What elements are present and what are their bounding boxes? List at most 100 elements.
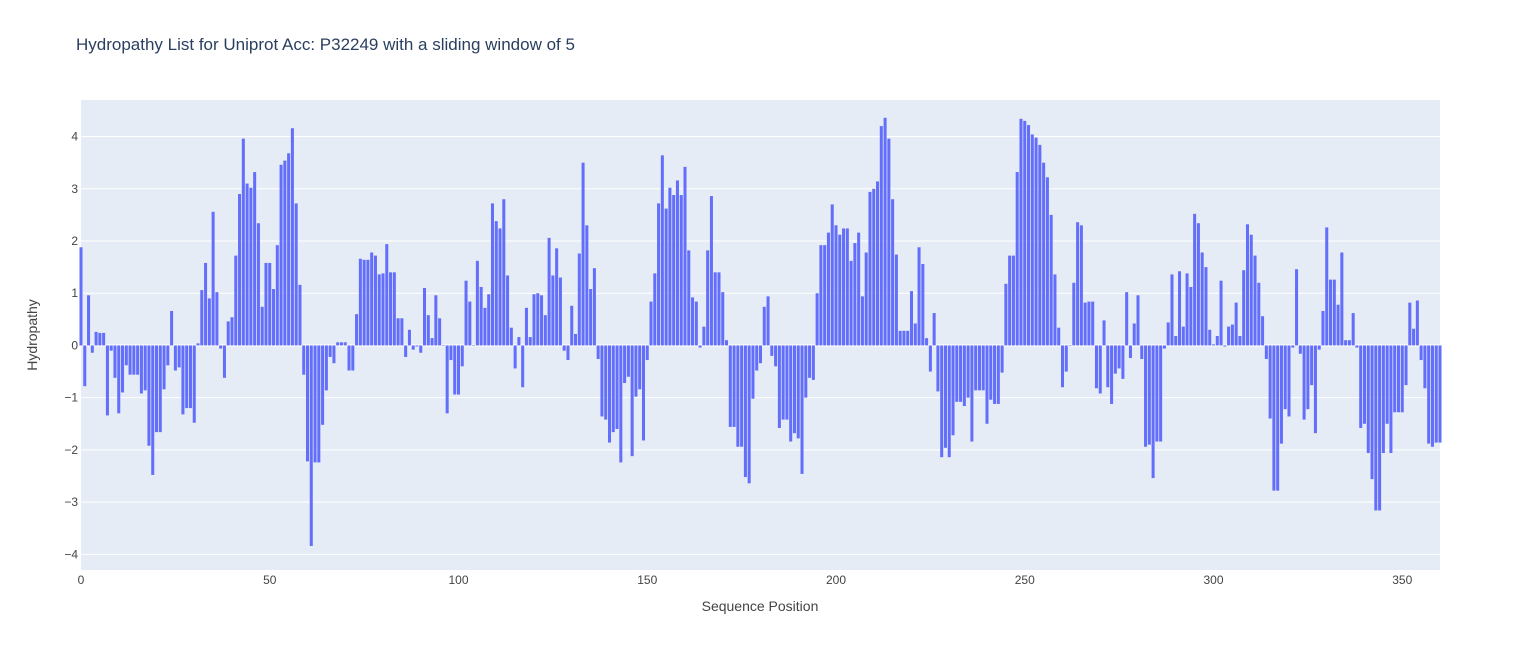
bar [894, 254, 898, 346]
x-tick-label: 150 [637, 573, 657, 587]
bar [1370, 345, 1374, 480]
bar [615, 345, 619, 429]
bar [487, 294, 491, 346]
bar [102, 332, 106, 346]
bar [634, 345, 638, 397]
bar [1219, 280, 1223, 346]
bar [494, 221, 498, 346]
bar [732, 345, 736, 427]
x-tick-label: 300 [1203, 573, 1223, 587]
x-tick-label: 100 [448, 573, 468, 587]
bar [358, 258, 362, 346]
bar [1302, 345, 1306, 420]
bar [823, 245, 827, 346]
bar [1049, 214, 1053, 346]
bar [366, 259, 370, 346]
bar [332, 345, 336, 364]
bar [849, 260, 853, 346]
bar [1200, 252, 1204, 346]
bar [672, 195, 676, 346]
bar [456, 345, 461, 395]
x-axis-ticks: 0 50 100 150 200 250 300 350 [78, 573, 1413, 587]
bar [1404, 345, 1408, 386]
bar [188, 345, 192, 409]
bar [845, 228, 849, 346]
bar [876, 181, 880, 346]
bar [158, 345, 162, 433]
bar [166, 345, 170, 366]
bar [1128, 345, 1132, 358]
bar [1340, 252, 1344, 346]
bar [1196, 223, 1200, 346]
bar [347, 345, 351, 371]
bar [1287, 345, 1291, 417]
bar [600, 345, 604, 417]
bar [743, 345, 747, 478]
bar [1155, 345, 1159, 442]
bar [441, 345, 445, 346]
bar [211, 211, 215, 346]
bar [909, 291, 914, 346]
bar [1351, 313, 1355, 346]
bar [1098, 345, 1102, 394]
bar [623, 345, 627, 384]
bar [475, 260, 479, 346]
bar [472, 345, 476, 346]
bar [389, 272, 393, 346]
bar [740, 345, 744, 447]
bar [1162, 345, 1166, 349]
bar [1159, 345, 1163, 442]
bar [728, 345, 732, 427]
bar [751, 345, 755, 399]
plot-background [81, 100, 1440, 570]
bar [490, 203, 494, 346]
bar [479, 286, 483, 346]
bar [1249, 234, 1253, 346]
bar [177, 345, 181, 368]
bar [717, 272, 721, 346]
bar [1211, 344, 1216, 346]
bar [154, 345, 159, 433]
bar [109, 345, 113, 351]
bar [736, 345, 740, 447]
bar [653, 273, 657, 346]
bar [585, 225, 589, 346]
bar [1272, 345, 1276, 491]
bar [1400, 345, 1404, 413]
bar [796, 345, 800, 439]
bar [328, 345, 332, 357]
bar [1430, 345, 1434, 447]
bar [1027, 125, 1031, 346]
bar [1283, 345, 1287, 410]
bar [804, 345, 808, 398]
bar [245, 183, 249, 346]
bar [970, 345, 974, 442]
bar [1344, 340, 1348, 346]
bar [555, 248, 559, 346]
bar [1385, 345, 1389, 424]
bar [370, 252, 374, 346]
bar [1230, 324, 1234, 346]
bar [1321, 310, 1325, 346]
bar [230, 317, 234, 346]
bar [1245, 224, 1249, 346]
bar [124, 345, 128, 366]
x-tick-label: 50 [263, 573, 277, 587]
bar [256, 223, 260, 346]
bar [1011, 255, 1015, 346]
bar [630, 345, 634, 457]
bar [1030, 134, 1034, 346]
bar [536, 293, 540, 346]
bar [664, 208, 668, 346]
bar [921, 263, 925, 346]
y-tick-label: 2 [71, 234, 78, 248]
bar [540, 295, 544, 346]
bar [725, 340, 729, 346]
bar [842, 228, 846, 346]
bar [619, 345, 623, 463]
bar [234, 255, 238, 346]
bar [498, 228, 502, 346]
bar [1144, 345, 1148, 447]
bar [819, 245, 823, 346]
bar [400, 318, 404, 346]
